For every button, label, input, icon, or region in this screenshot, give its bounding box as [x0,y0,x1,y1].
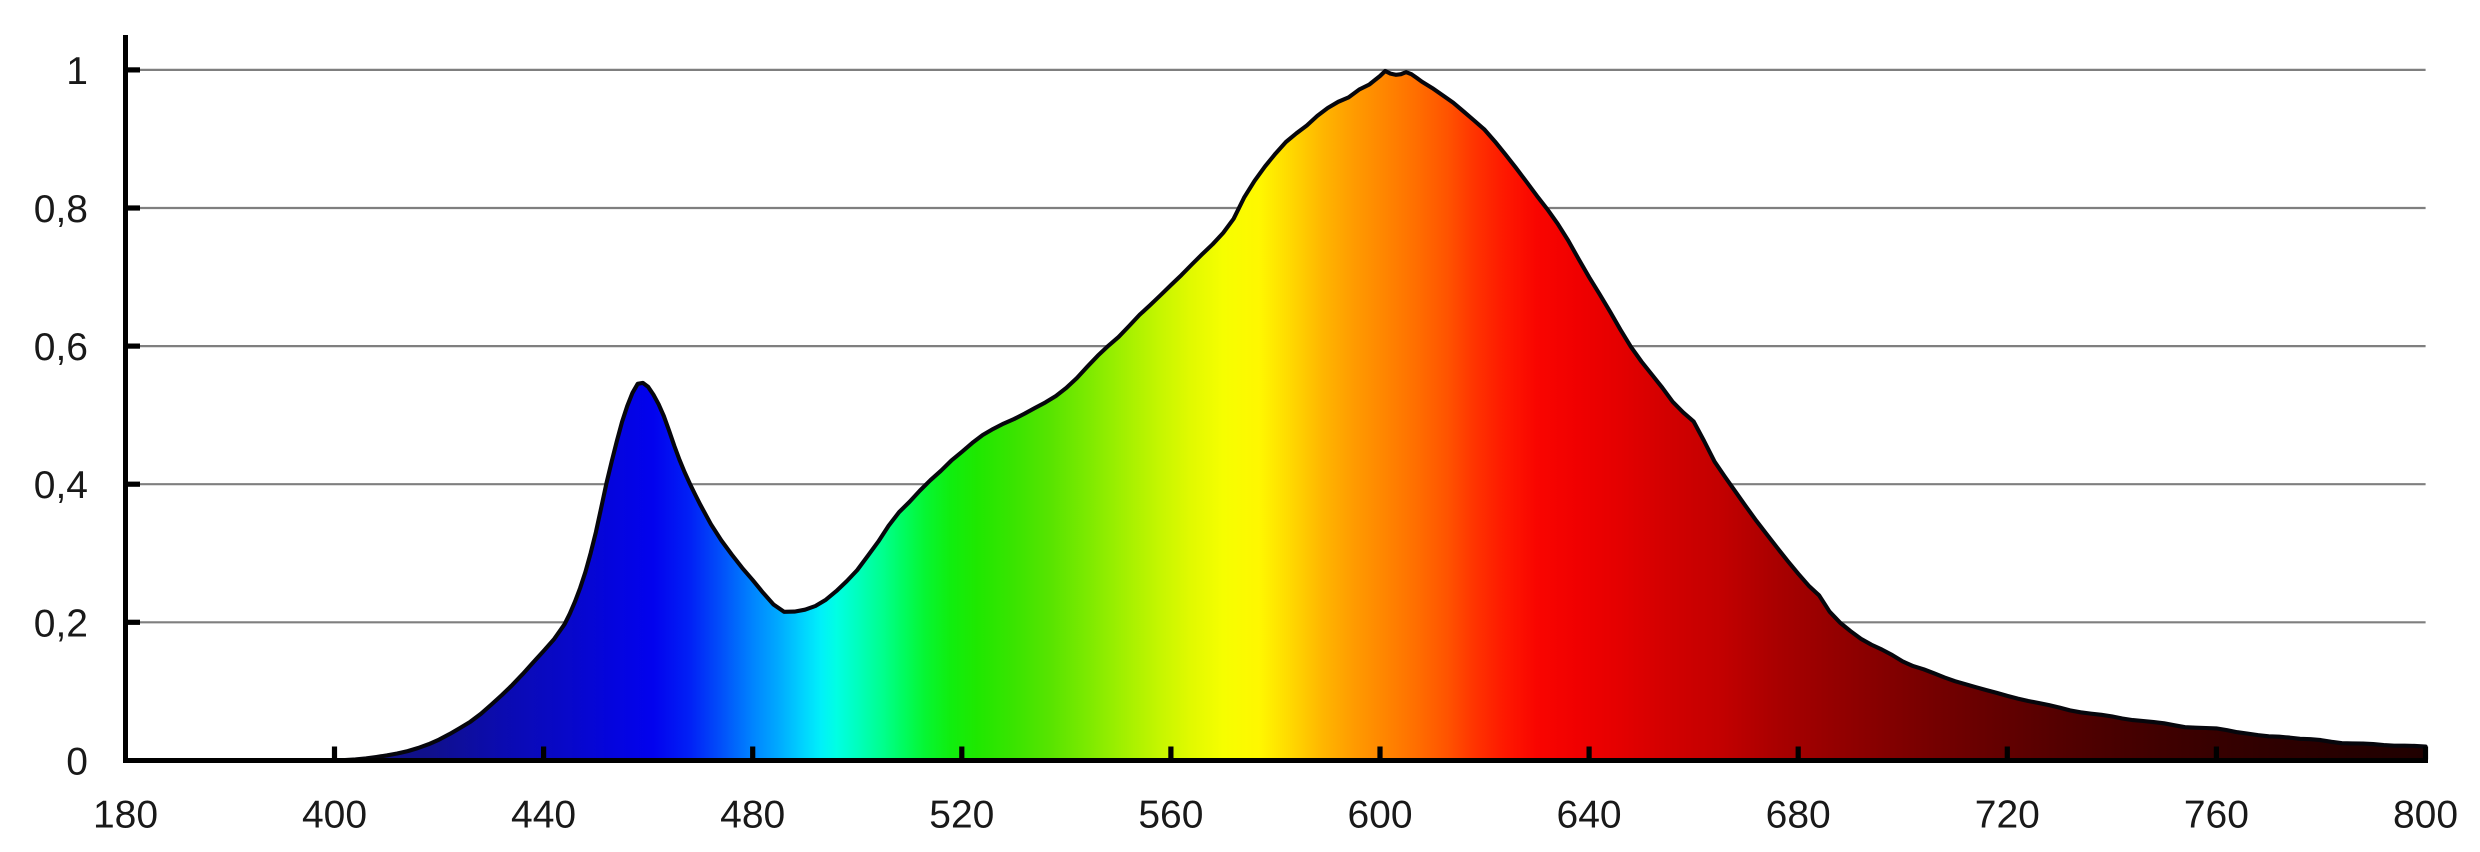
svg-text:560: 560 [1138,794,1203,837]
svg-text:720: 720 [1975,794,2040,837]
svg-text:0,8: 0,8 [34,188,88,231]
svg-text:0,6: 0,6 [34,326,88,369]
svg-text:640: 640 [1557,794,1622,837]
svg-text:680: 680 [1766,794,1831,837]
svg-text:440: 440 [511,794,576,837]
svg-text:520: 520 [929,794,994,837]
svg-text:1: 1 [66,50,88,93]
svg-text:800: 800 [2393,794,2458,837]
svg-text:180: 180 [93,794,158,837]
svg-text:0: 0 [66,740,88,783]
svg-text:600: 600 [1347,794,1412,837]
svg-text:0,2: 0,2 [34,602,88,645]
svg-text:0,4: 0,4 [34,464,88,507]
svg-text:760: 760 [2184,794,2249,837]
svg-text:400: 400 [302,794,367,837]
svg-text:480: 480 [720,794,785,837]
